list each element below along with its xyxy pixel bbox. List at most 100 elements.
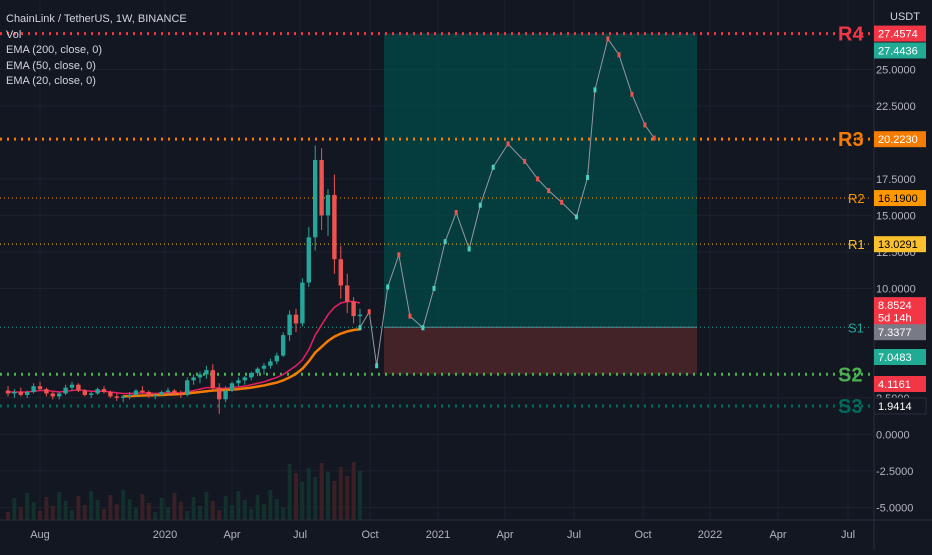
volume-bar xyxy=(18,507,23,520)
currency-label: USDT xyxy=(890,11,920,23)
candle xyxy=(121,394,126,403)
price-tick: 15.0000 xyxy=(876,210,916,222)
candle-body xyxy=(165,390,171,393)
candle xyxy=(236,377,241,387)
volume-bar xyxy=(198,506,202,520)
indicator-vol[interactable]: Vol xyxy=(6,28,22,41)
projection-marker xyxy=(547,188,551,194)
projection-marker xyxy=(443,239,447,245)
candle-body xyxy=(25,392,30,395)
candle xyxy=(57,392,62,400)
candle xyxy=(146,390,151,398)
candle xyxy=(76,383,81,393)
volume-bar xyxy=(326,472,330,520)
projection-marker xyxy=(421,325,425,331)
volume-bar xyxy=(338,467,343,520)
volume-bar xyxy=(44,497,49,520)
candle-body xyxy=(108,392,113,397)
volume-bar xyxy=(345,476,350,520)
indicator-ema-50[interactable]: EMA (50, close, 0) xyxy=(6,59,96,72)
volume-bar xyxy=(313,477,318,520)
projection-marker xyxy=(523,158,527,164)
volume-bar xyxy=(185,511,190,520)
volume-bar xyxy=(57,492,62,520)
level-label-r2: R2 xyxy=(848,191,865,206)
volume-bar xyxy=(217,510,222,520)
price-tag xyxy=(874,131,926,148)
time-tick: Jul xyxy=(567,529,581,541)
candle-body xyxy=(236,380,241,384)
candle-body xyxy=(133,390,139,395)
candle-body xyxy=(140,390,145,393)
candle xyxy=(44,387,49,397)
candle-body xyxy=(281,335,286,356)
volume-bar xyxy=(95,500,100,520)
candle-body xyxy=(325,194,331,216)
volume-bar xyxy=(274,499,279,520)
projection-marker xyxy=(593,87,597,93)
candle xyxy=(338,246,343,299)
candle-body xyxy=(319,159,324,216)
candle-body xyxy=(300,282,305,324)
projection-marker xyxy=(617,52,621,58)
price-tick: 0.0000 xyxy=(876,429,910,441)
candle xyxy=(82,389,87,397)
candle-body xyxy=(338,259,343,286)
volume-bar xyxy=(82,505,87,520)
candle xyxy=(178,390,183,398)
price-tag-text: 7.3377 xyxy=(878,327,912,339)
candle xyxy=(249,371,254,381)
candle-body xyxy=(31,386,36,393)
projection-path xyxy=(359,37,655,366)
price-tick: -2.5000 xyxy=(876,466,913,478)
time-tick: Apr xyxy=(769,529,786,541)
candle-body xyxy=(255,368,260,374)
volume-bar xyxy=(319,463,324,520)
candle xyxy=(300,278,305,327)
candle xyxy=(114,393,119,401)
candle-body xyxy=(268,361,273,366)
candle-body xyxy=(114,396,119,398)
volume-bar xyxy=(281,508,286,520)
time-tick: Jul xyxy=(841,529,855,541)
projection-marker xyxy=(643,122,647,128)
chart-legend: ChainLink / TetherUS, 1W, BINANCE Vol EM… xyxy=(6,12,187,90)
projection-marker xyxy=(375,363,379,369)
candle xyxy=(306,227,311,287)
candle xyxy=(31,383,36,394)
price-tick: -5.0000 xyxy=(876,502,913,514)
candle-body xyxy=(306,237,311,283)
candle-body xyxy=(223,390,228,400)
candle xyxy=(242,375,247,385)
volume-bar xyxy=(76,496,81,520)
volume-bar xyxy=(230,505,234,520)
candle-body xyxy=(159,392,164,395)
candle-body xyxy=(313,159,318,238)
candle-body xyxy=(261,365,267,369)
volume-bar xyxy=(134,508,138,520)
price-tick: 22.5000 xyxy=(876,101,916,113)
indicator-ema-200[interactable]: EMA (200, close, 0) xyxy=(6,44,102,57)
symbol-title[interactable]: ChainLink / TetherUS, 1W, BINANCE xyxy=(6,13,187,25)
indicator-ema-20[interactable]: EMA (20, close, 0) xyxy=(6,75,96,88)
projection-marker xyxy=(432,285,436,291)
time-tick: Oct xyxy=(634,529,651,541)
price-tag-text: 20.2230 xyxy=(878,134,918,146)
candle xyxy=(69,381,75,391)
candle-body xyxy=(274,355,279,362)
candle-body xyxy=(37,386,43,390)
volume-bar xyxy=(25,493,30,520)
projection-marker xyxy=(397,252,401,258)
level-label-r3: R3 xyxy=(838,129,864,151)
candle xyxy=(229,381,235,393)
volume-bar xyxy=(127,499,132,520)
volume-bar xyxy=(114,504,119,520)
candle xyxy=(165,387,171,395)
candle-body xyxy=(351,301,356,317)
candle xyxy=(357,308,363,327)
volume-bar xyxy=(166,507,170,520)
projection-marker xyxy=(358,325,362,331)
volume-bar xyxy=(153,512,158,520)
